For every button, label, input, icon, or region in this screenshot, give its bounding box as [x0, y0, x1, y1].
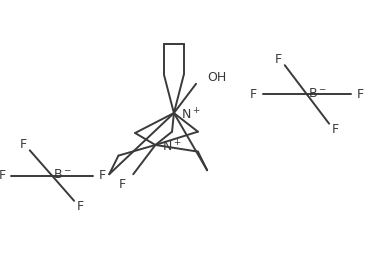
Text: B$^-$: B$^-$: [308, 87, 327, 100]
Text: N$^+$: N$^+$: [181, 107, 200, 123]
Text: N$^+$: N$^+$: [162, 139, 182, 155]
Text: F: F: [357, 88, 364, 101]
Text: F: F: [332, 123, 339, 136]
Text: F: F: [98, 169, 105, 182]
Text: F: F: [274, 53, 282, 66]
Text: B$^-$: B$^-$: [53, 168, 72, 181]
Text: OH: OH: [207, 71, 226, 84]
Text: F: F: [20, 138, 27, 151]
Text: F: F: [119, 178, 126, 191]
Text: F: F: [0, 169, 6, 182]
Text: F: F: [250, 88, 257, 101]
Text: F: F: [77, 200, 84, 213]
